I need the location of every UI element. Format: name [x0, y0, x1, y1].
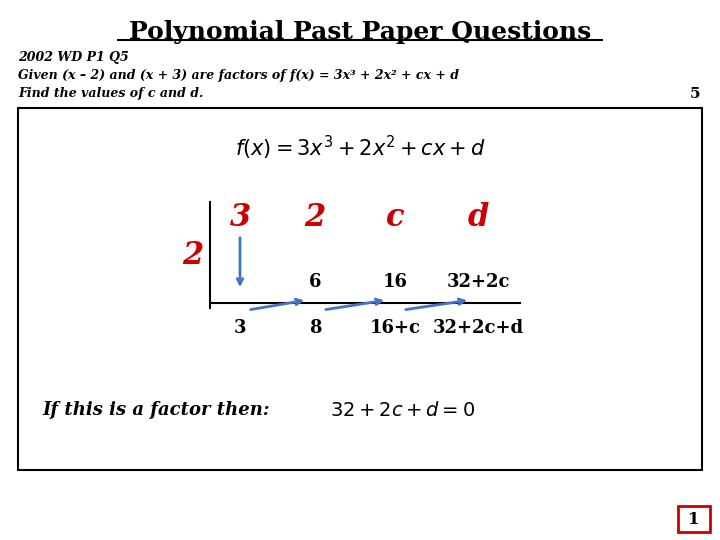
Text: 6: 6 — [309, 273, 321, 291]
Text: Find the values of c and d.: Find the values of c and d. — [18, 87, 203, 100]
Text: 2: 2 — [182, 240, 204, 271]
Text: d: d — [467, 202, 489, 233]
Text: Given (x – 2) and (x + 3) are factors of f(x) = 3x³ + 2x² + cx + d: Given (x – 2) and (x + 3) are factors of… — [18, 70, 459, 83]
Text: $f(x) = 3x^3 + 2x^2 + cx + d$: $f(x) = 3x^3 + 2x^2 + cx + d$ — [235, 134, 485, 162]
Text: 5: 5 — [690, 87, 700, 101]
FancyBboxPatch shape — [678, 506, 710, 532]
FancyBboxPatch shape — [18, 108, 702, 470]
Text: 32+2c: 32+2c — [446, 273, 510, 291]
Text: $32 + 2c + d = 0$: $32 + 2c + d = 0$ — [330, 401, 475, 420]
Text: 16: 16 — [382, 273, 408, 291]
Text: 8: 8 — [309, 319, 321, 337]
Text: 16+c: 16+c — [369, 319, 420, 337]
Text: 3: 3 — [230, 202, 251, 233]
Text: Polynomial Past Paper Questions: Polynomial Past Paper Questions — [129, 20, 591, 44]
Text: c: c — [386, 202, 405, 233]
Text: 2: 2 — [305, 202, 325, 233]
Text: 32+2c+d: 32+2c+d — [433, 319, 523, 337]
Text: 3: 3 — [234, 319, 246, 337]
Text: 2002 WD P1 Q5: 2002 WD P1 Q5 — [18, 51, 129, 64]
Text: If this is a factor then:: If this is a factor then: — [42, 401, 269, 419]
Text: 1: 1 — [688, 510, 700, 528]
